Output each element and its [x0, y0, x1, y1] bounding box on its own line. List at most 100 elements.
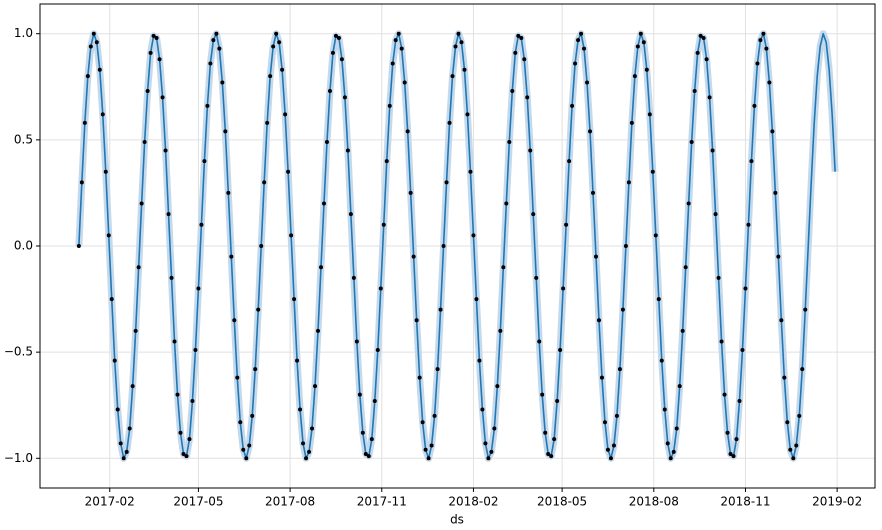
data-point [286, 169, 291, 174]
data-point [256, 307, 261, 312]
data-point [166, 212, 171, 217]
data-point [393, 38, 398, 43]
data-point [453, 44, 458, 49]
data-point [298, 407, 303, 412]
data-point [181, 452, 186, 457]
data-point [163, 148, 168, 153]
data-point [289, 233, 294, 238]
data-point [543, 430, 548, 435]
data-point [405, 129, 410, 134]
data-point [617, 367, 622, 372]
data-point [585, 80, 590, 85]
data-point [486, 456, 491, 461]
data-point [175, 392, 180, 397]
data-point [662, 407, 667, 412]
x-tick-label: 2018-08 [629, 495, 679, 509]
data-point [767, 80, 772, 85]
data-point [680, 328, 685, 333]
data-point [378, 286, 383, 291]
data-point [579, 31, 584, 36]
y-tick-label: −0.5 [4, 345, 33, 359]
data-point [229, 254, 234, 259]
data-point [671, 449, 676, 454]
data-point [408, 190, 413, 195]
data-point [546, 452, 551, 457]
data-point [731, 454, 736, 459]
data-point [124, 449, 129, 454]
data-point [169, 275, 174, 280]
data-point [357, 392, 362, 397]
data-point [722, 392, 727, 397]
data-point [716, 275, 721, 280]
data-point [602, 420, 607, 425]
data-point [316, 328, 321, 333]
data-point [235, 375, 240, 380]
data-point [483, 441, 488, 446]
data-point [330, 50, 335, 55]
data-point [112, 358, 117, 363]
y-tick-label: 0.0 [14, 239, 33, 253]
data-point [528, 148, 533, 153]
x-tick-label: 2018-02 [448, 495, 498, 509]
data-point [366, 454, 371, 459]
data-point [238, 420, 243, 425]
data-point [187, 437, 192, 442]
data-point [540, 392, 545, 397]
data-point [241, 447, 246, 452]
data-point [686, 201, 691, 206]
data-point [779, 318, 784, 323]
data-point [564, 222, 569, 227]
x-tick-label: 2019-02 [812, 495, 862, 509]
data-point [608, 456, 613, 461]
data-point [324, 139, 329, 144]
data-point [764, 46, 769, 51]
data-point [313, 384, 318, 389]
data-point [549, 454, 554, 459]
data-point [97, 67, 102, 72]
data-point [133, 328, 138, 333]
data-point [474, 297, 479, 302]
data-point [271, 44, 276, 49]
data-point [788, 447, 793, 452]
data-point [94, 40, 99, 45]
data-point [713, 212, 718, 217]
data-point [106, 233, 111, 238]
data-point [507, 139, 512, 144]
data-point [620, 307, 625, 312]
data-point [318, 265, 323, 270]
x-tick-label: 2017-05 [173, 495, 223, 509]
data-point [555, 398, 560, 403]
data-point [307, 449, 312, 454]
data-point [402, 80, 407, 85]
data-point [641, 40, 646, 45]
data-point [749, 159, 754, 164]
data-point [800, 367, 805, 372]
data-point [692, 89, 697, 94]
data-point [295, 358, 300, 363]
data-point [591, 190, 596, 195]
data-point [659, 358, 664, 363]
data-point [199, 222, 204, 227]
data-point [226, 190, 231, 195]
data-point [360, 430, 365, 435]
data-point [776, 254, 781, 259]
data-point [363, 452, 368, 457]
data-point [336, 35, 341, 40]
data-point [480, 407, 485, 412]
data-point [623, 244, 628, 248]
data-point [462, 67, 467, 72]
data-point [707, 95, 712, 100]
data-point [531, 212, 536, 217]
data-point [447, 120, 452, 125]
x-tick-label: 2018-11 [720, 495, 770, 509]
data-point [677, 384, 682, 389]
data-point [465, 112, 470, 117]
data-point [193, 348, 198, 353]
data-point [761, 31, 766, 36]
data-point [142, 139, 147, 144]
data-point [354, 339, 359, 344]
data-point [626, 180, 631, 185]
x-tick-label: 2017-11 [357, 495, 407, 509]
data-point [184, 454, 189, 459]
